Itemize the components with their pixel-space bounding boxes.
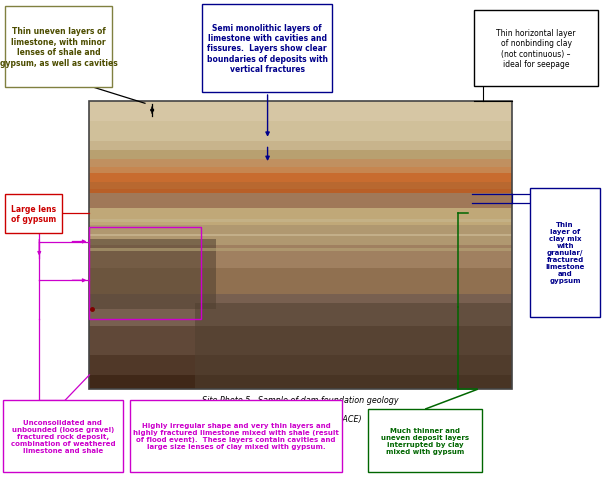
Bar [368, 409, 482, 472]
Bar [89, 174, 512, 182]
Bar [530, 189, 600, 317]
Bar [89, 142, 512, 159]
Text: Unconsolidated and
unbounded (loose gravel)
fractured rock deposit,
combination : Unconsolidated and unbounded (loose grav… [10, 419, 115, 453]
Text: Highly irregular shape and very thin layers and
highly fractured limestone mixed: Highly irregular shape and very thin lay… [133, 423, 339, 450]
Bar [89, 375, 512, 390]
Bar [89, 102, 512, 390]
Bar [89, 246, 512, 269]
Bar [89, 102, 512, 122]
Text: Large lens
of gypsum: Large lens of gypsum [11, 204, 56, 224]
Text: (Photo courtesy of the USACE): (Photo courtesy of the USACE) [240, 414, 362, 423]
Bar [474, 11, 598, 87]
Text: Thin horizontal layer
of nonbinding clay
(not continuous) –
ideal for seepage: Thin horizontal layer of nonbinding clay… [496, 29, 576, 69]
Bar [89, 168, 512, 174]
Bar [89, 227, 201, 319]
Bar [89, 295, 512, 326]
Bar [89, 226, 512, 246]
Bar [89, 102, 512, 151]
Bar [5, 195, 62, 233]
Bar [89, 189, 512, 194]
Bar [89, 194, 512, 208]
Bar [195, 303, 512, 390]
Bar [89, 355, 512, 375]
Bar [89, 102, 512, 390]
Text: Site Photo 5.  Sample of dam foundation geology: Site Photo 5. Sample of dam foundation g… [202, 395, 399, 405]
Bar [202, 5, 332, 93]
Bar [89, 122, 512, 142]
Bar [130, 400, 342, 472]
Bar [89, 240, 216, 309]
Bar [89, 326, 512, 355]
Bar [89, 208, 512, 226]
Bar [89, 174, 512, 182]
Bar [89, 220, 512, 223]
Bar [3, 400, 123, 472]
Text: Thin
layer of
clay mix
with
granular/
fractured
limestone
and
gypsum: Thin layer of clay mix with granular/ fr… [545, 222, 585, 284]
Text: Thin uneven layers of
limestone, with minor
lenses of shale and
gypsum, as well : Thin uneven layers of limestone, with mi… [0, 28, 117, 67]
Text: Much thinner and
uneven deposit layers
interrupted by clay
mixed with gypsum: Much thinner and uneven deposit layers i… [381, 427, 469, 454]
Text: Semi monolithic layers of
limestone with cavities and
fissures.  Layers show cle: Semi monolithic layers of limestone with… [207, 24, 328, 74]
Bar [89, 269, 512, 295]
Bar [5, 7, 112, 88]
Bar [89, 182, 512, 194]
Bar [89, 248, 512, 251]
Bar [89, 234, 512, 237]
Bar [89, 159, 512, 174]
